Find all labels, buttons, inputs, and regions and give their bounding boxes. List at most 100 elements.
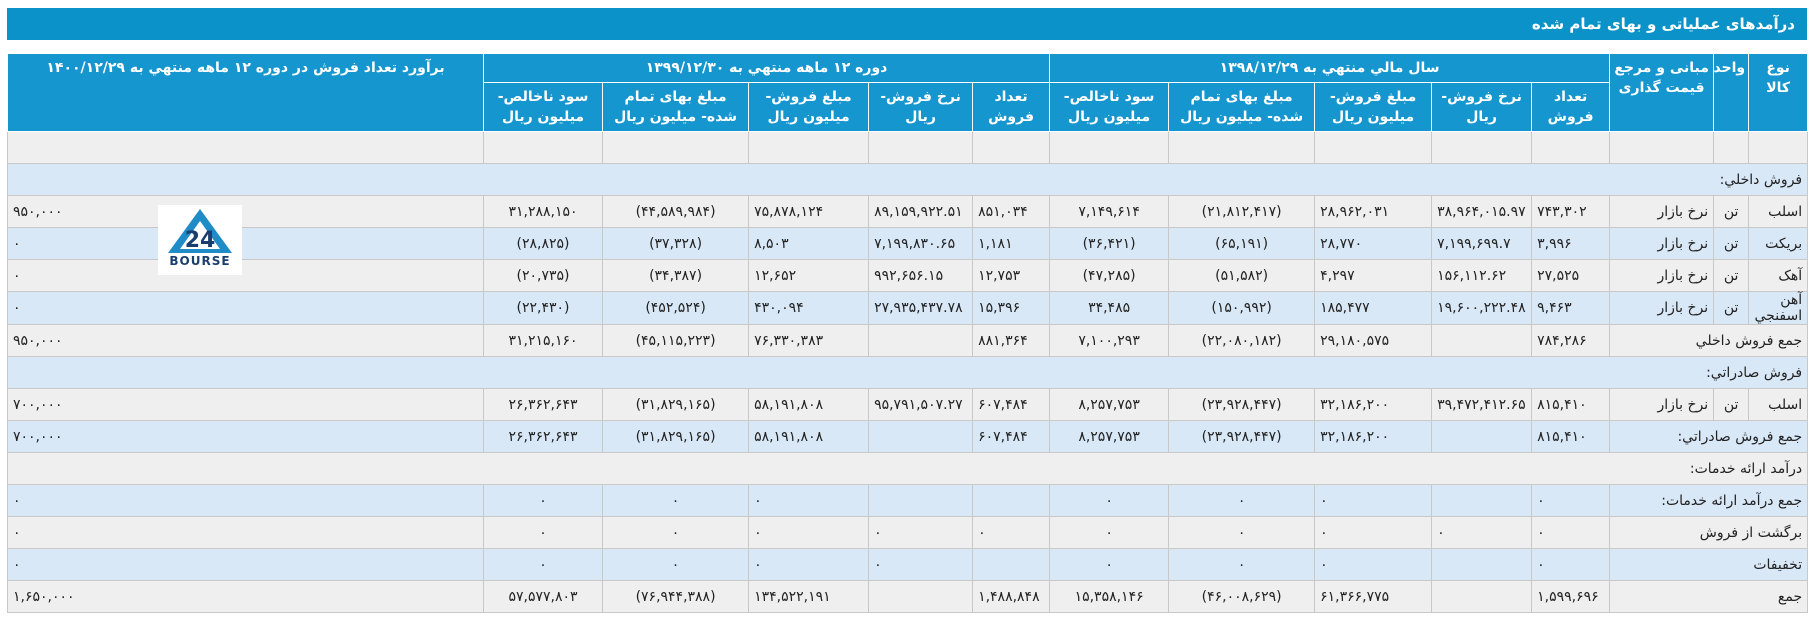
- value-cell-r1: ۱۹,۶۰۰,۲۲۲.۴۸: [1431, 291, 1533, 325]
- table-row: آهک تن نرخ بازار ۲۷,۵۲۵ ۱۵۶,۱۱۲.۶۲ ۴,۲۹۷ (۵۱,۵…: [7, 259, 1809, 292]
- value-cell-k1: (۱۵۰,۹۹۲): [1168, 291, 1316, 325]
- value-cell-p1: ۰: [1049, 516, 1170, 549]
- value-cell-a1: ۳۲,۱۸۶,۲۰۰: [1314, 420, 1433, 453]
- value-cell-k2: (۷۶,۹۴۴,۳۸۸): [602, 580, 750, 613]
- header-product-type: نوع کالا: [1748, 53, 1809, 132]
- value-cell-p1: ۰: [1049, 548, 1170, 581]
- value-cell-r1: ۰: [1431, 516, 1533, 549]
- section-row: فروش داخلي:: [6, 163, 1809, 196]
- value-cell-r1: [1431, 580, 1533, 613]
- value-cell-k1: (۲۱,۸۱۲,۴۱۷): [1168, 195, 1316, 228]
- basis-cell: نرخ بازار: [1609, 291, 1715, 325]
- total-label: جمع فروش صادراتي:: [1609, 420, 1809, 453]
- value-cell-k2: (۴۴,۵۸۹,۹۸۴): [602, 195, 750, 228]
- value-cell-p2: ۰: [482, 516, 604, 549]
- header-sales-count-1398: تعداد فروش: [1531, 82, 1611, 132]
- basis-cell: نرخ بازار: [1609, 227, 1715, 260]
- total-label: برگشت از فروش: [1609, 516, 1809, 549]
- value-cell-r2: ۰: [868, 548, 974, 581]
- value-cell-p1: ۸,۲۵۷,۷۵۳: [1049, 420, 1170, 453]
- value-cell-k1: (۶۵,۱۹۱): [1168, 227, 1316, 260]
- value-cell-c2: [972, 548, 1051, 581]
- section-label: فروش صادراتي:: [6, 356, 1809, 389]
- value-cell-k2: (۳۱,۸۲۹,۱۶۵): [602, 388, 750, 421]
- value-cell-c1: ۰: [1531, 484, 1611, 517]
- basis-cell: نرخ بازار: [1609, 195, 1715, 228]
- header-gross-profit-1398: سود ناخالص- ميليون ريال: [1049, 82, 1170, 132]
- value-cell-c2: ۱۵,۳۹۶: [972, 291, 1051, 325]
- value-cell-r1: [1431, 548, 1533, 581]
- section-label: درآمد ارائه خدمات:: [6, 452, 1809, 485]
- spacer-row: [7, 131, 1809, 164]
- value-cell-r2: ۹۵,۷۹۱,۵۰۷.۲۷: [868, 388, 974, 421]
- value-cell-c2: ۸۸۱,۳۶۴: [972, 324, 1051, 357]
- value-cell-a2: ۰: [748, 548, 870, 581]
- value-cell-k2: (۴۵۲,۵۲۴): [602, 291, 750, 325]
- value-cell-f: ۰: [7, 259, 484, 292]
- value-cell-c2: ۱۲,۷۵۳: [972, 259, 1051, 292]
- header-sales-amount-1398: مبلغ فروش- ميليون ريال: [1314, 82, 1433, 132]
- value-cell-k2: (۴۵,۱۱۵,۲۲۳): [602, 324, 750, 357]
- basis-cell: نرخ بازار: [1609, 259, 1715, 292]
- value-cell-r2: [868, 484, 974, 517]
- product-cell: آهک: [1748, 259, 1809, 292]
- section-row: درآمد ارائه خدمات:: [6, 452, 1809, 485]
- value-cell-k2: (۳۱,۸۲۹,۱۶۵): [602, 420, 750, 453]
- value-cell-r1: ۱۵۶,۱۱۲.۶۲: [1431, 259, 1533, 292]
- table-row: آهن اسفنجي تن نرخ بازار ۹,۴۶۳ ۱۹,۶۰۰,۲۲۲.۴۸ ۱…: [7, 291, 1809, 325]
- value-cell-k1: ۰: [1168, 548, 1316, 581]
- value-cell-k1: ۰: [1168, 484, 1316, 517]
- value-cell-a2: ۱۳۴,۵۲۲,۱۹۱: [748, 580, 870, 613]
- bourse-logo: 24 BOURSE: [158, 205, 242, 275]
- value-cell-p1: (۳۶,۴۲۱): [1049, 227, 1170, 260]
- value-cell-p1: ۱۵,۳۵۸,۱۴۶: [1049, 580, 1170, 613]
- product-cell: بريکت: [1748, 227, 1809, 260]
- value-cell-c2: ۶۰۷,۴۸۴: [972, 420, 1051, 453]
- value-cell-p2: ۲۶,۳۶۲,۶۴۳: [482, 388, 604, 421]
- value-cell-c1: ۸۱۵,۴۱۰: [1531, 420, 1611, 453]
- value-cell-c1: ۰: [1531, 516, 1611, 549]
- value-cell-a2: ۰: [748, 484, 870, 517]
- value-cell-p1: ۷,۱۰۰,۲۹۳: [1049, 324, 1170, 357]
- value-cell-c1: ۷۸۴,۲۸۶: [1531, 324, 1611, 357]
- value-cell-r1: [1431, 324, 1533, 357]
- value-cell-r2: ۷,۱۹۹,۸۳۰.۶۵: [868, 227, 974, 260]
- value-cell-c1: ۱,۵۹۹,۶۹۶: [1531, 580, 1611, 613]
- value-cell-k1: ۰: [1168, 516, 1316, 549]
- value-cell-a1: ۰: [1314, 484, 1433, 517]
- header-sales-rate-1399: نرخ فروش- ريال: [868, 82, 974, 132]
- value-cell-k1: (۲۳,۹۲۸,۴۴۷): [1168, 420, 1316, 453]
- value-cell-r2: ۰: [868, 516, 974, 549]
- value-cell-f: ۱,۶۵۰,۰۰۰: [7, 580, 484, 613]
- value-cell-a2: ۷۶,۳۳۰,۳۸۳: [748, 324, 870, 357]
- value-cell-a2: ۸,۵۰۳: [748, 227, 870, 260]
- svg-text:24: 24: [185, 228, 216, 253]
- total-label: جمع: [1609, 580, 1809, 613]
- value-cell-r2: ۹۹۲,۶۵۶.۱۵: [868, 259, 974, 292]
- value-cell-r1: ۳۸,۹۶۴,۰۱۵.۹۷: [1431, 195, 1533, 228]
- value-cell-r2: ۸۹,۱۵۹,۹۲۲.۵۱: [868, 195, 974, 228]
- value-cell-f: ۰: [7, 548, 484, 581]
- value-cell-p2: ۳۱,۲۸۸,۱۵۰: [482, 195, 604, 228]
- header-sales-amount-1399: مبلغ فروش- ميليون ريال: [748, 82, 870, 132]
- value-cell-k2: ۰: [602, 548, 750, 581]
- total-label: جمع درآمد ارائه خدمات:: [1609, 484, 1809, 517]
- total-row: جمع ۱,۵۹۹,۶۹۶ ۶۱,۳۶۶,۷۷۵ (۴۶,۰۰۸,۶۲۹) ۱۵,۳۵۸…: [7, 580, 1809, 613]
- unit-cell: تن: [1713, 195, 1750, 228]
- value-cell-p1: (۴۷,۲۸۵): [1049, 259, 1170, 292]
- value-cell-a2: ۵۸,۱۹۱,۸۰۸: [748, 388, 870, 421]
- value-cell-f: ۹۵۰,۰۰۰: [7, 195, 484, 228]
- value-cell-c1: ۲۷,۵۲۵: [1531, 259, 1611, 292]
- basis-cell: نرخ بازار: [1609, 388, 1715, 421]
- total-row: جمع درآمد ارائه خدمات: ۰ ۰ ۰ ۰ ۰ ۰ ۰ ۰: [7, 484, 1809, 517]
- section-label: فروش داخلي:: [6, 163, 1809, 196]
- value-cell-a1: ۳۲,۱۸۶,۲۰۰: [1314, 388, 1433, 421]
- value-cell-c1: ۸۱۵,۴۱۰: [1531, 388, 1611, 421]
- total-label: جمع فروش داخلي: [1609, 324, 1809, 357]
- table-row: بريکت تن نرخ بازار ۳,۹۹۶ ۷,۱۹۹,۶۹۹.۷ ۲۸,۷۷۰ (۶…: [7, 227, 1809, 260]
- unit-cell: تن: [1713, 388, 1750, 421]
- value-cell-p2: ۳۱,۲۱۵,۱۶۰: [482, 324, 604, 357]
- header-gross-profit-1399: سود ناخالص- ميليون ريال: [482, 82, 604, 132]
- unit-cell: تن: [1713, 259, 1750, 292]
- value-cell-p2: (۲۰,۷۳۵): [482, 259, 604, 292]
